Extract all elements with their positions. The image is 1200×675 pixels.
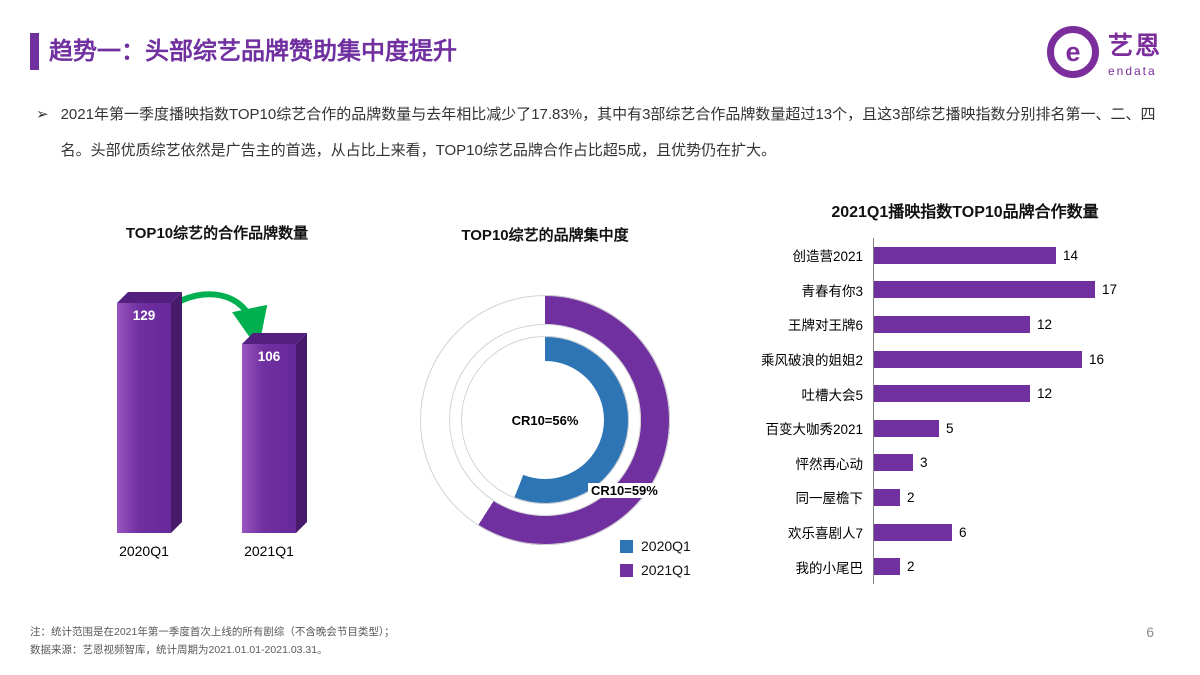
- donut-hole: CR10=56%: [486, 361, 604, 479]
- hbar-value-label: 5: [946, 420, 954, 436]
- cr10-2021q1-label: CR10=59%: [588, 483, 661, 498]
- hbar-row-3: 王牌对王牌6 12: [755, 307, 1175, 342]
- bullet-arrow-icon: ➢: [36, 106, 49, 123]
- hbar-category-label: 我的小尾巴: [795, 560, 864, 576]
- hbar-track: 12: [873, 376, 1175, 411]
- hbar-category-label: 青春有你3: [801, 283, 863, 299]
- hbar-bar: [874, 558, 900, 576]
- hbar-value-label: 12: [1037, 316, 1053, 332]
- hbar-value-label: 2: [907, 489, 915, 505]
- hbar-category-label: 百变大咖秀2021: [765, 422, 863, 438]
- legend-label-2021q1: 2021Q1: [641, 562, 691, 578]
- footnotes: 注：统计范围是在2021年第一季度首次上线的所有剧综（不含晚会节目类型）； 数据…: [30, 624, 395, 660]
- bar-chart-cooperation-count: TOP10综艺的合作品牌数量 129 2020Q1 106 2021Q1: [42, 222, 392, 592]
- vbar-category-label: 2020Q1: [119, 543, 169, 559]
- vbar-2021Q1: 106: [242, 333, 307, 533]
- hbar-track: 2: [873, 549, 1175, 584]
- hbar-category-label: 同一屋檐下: [795, 491, 864, 507]
- donut-outline-mid: [449, 324, 641, 516]
- hbar-row-7: 怦然再心动 3: [755, 445, 1175, 481]
- page-title: 趋势一：头部综艺品牌赞助集中度提升: [49, 38, 457, 65]
- legend-item-2020q1: 2020Q1: [620, 538, 691, 554]
- summary-bullet: ➢ 2021年第一季度播映指数TOP10综艺合作的品牌数量与去年相比减少了17.…: [36, 97, 1158, 169]
- hbar-track: 16: [873, 341, 1175, 377]
- logo-brand-text: 艺恩: [1107, 32, 1162, 60]
- hbar-bar: [874, 350, 1082, 368]
- hbar-value-label: 2: [907, 559, 915, 575]
- hbar-row-10: 我的小尾巴 2: [755, 549, 1175, 584]
- hbar-track: 12: [873, 307, 1175, 342]
- hbar-bar: [874, 385, 1030, 403]
- legend-swatch-2021q1: [620, 563, 633, 577]
- hbar-track: 17: [873, 272, 1175, 308]
- hbar-row-8: 同一屋檐下 2: [755, 480, 1175, 515]
- donut-chart-concentration: TOP10综艺的品牌集中度 CR10=56% CR10=59% 2020Q1 2…: [408, 224, 691, 614]
- hbar-category-label: 欢乐喜剧人7: [787, 526, 863, 542]
- donut-outline-outer: [420, 295, 670, 545]
- cr10-2020q1-label: CR10=56%: [511, 412, 579, 428]
- hbar-category-label: 创造营2021: [792, 249, 863, 265]
- hbar-bar: [874, 419, 939, 437]
- donut: CR10=56% CR10=59%: [420, 295, 670, 545]
- hbar-category-label: 王牌对王牌6: [787, 318, 863, 334]
- chart2-title: TOP10综艺的品牌集中度: [461, 227, 629, 244]
- legend-item-2021q1: 2021Q1: [620, 562, 691, 578]
- hbar-chart-top10: 2021Q1播映指数TOP10品牌合作数量 创造营2021 14 青春有你3 17 王牌…: [755, 198, 1175, 598]
- hbar-row-6: 百变大咖秀2021 5: [755, 410, 1175, 446]
- title-accent-bar: [30, 33, 39, 70]
- hbar-track: 5: [873, 410, 1175, 446]
- vbar-side-face: [296, 333, 307, 533]
- hbar-category-label: 乘风破浪的姐姐2: [760, 353, 863, 369]
- hbar-bar: [874, 281, 1095, 299]
- legend-label-2020q1: 2020Q1: [641, 538, 691, 554]
- hbar-track: 6: [873, 514, 1175, 550]
- hbar-value-label: 16: [1089, 351, 1105, 367]
- logo-text: 艺恩 endata: [1108, 26, 1162, 78]
- vbar-plot-area: 129 2020Q1 106 2021Q1: [42, 283, 392, 559]
- vbar-value-label: 129: [132, 308, 156, 323]
- hbar-value-label: 14: [1063, 247, 1079, 263]
- hbar-row-4: 乘风破浪的姐姐2 16: [755, 341, 1175, 377]
- hbar-value-label: 12: [1037, 386, 1053, 402]
- hbar-row-2: 青春有你3 17: [755, 272, 1175, 308]
- hbar-category-label: 吐槽大会5: [801, 387, 863, 403]
- hbar-bar: [874, 488, 900, 506]
- page-number: 6: [1146, 624, 1154, 640]
- chart3-title: 2021Q1播映指数TOP10品牌合作数量: [831, 204, 1099, 221]
- vbar-value-label: 106: [257, 349, 281, 364]
- hbar-track: 2: [873, 480, 1175, 515]
- endata-logo: e 艺恩 endata: [1046, 26, 1162, 78]
- hbar-value-label: 3: [920, 455, 928, 471]
- hbar-value-label: 6: [959, 524, 967, 540]
- donut-outline-inner: [461, 336, 629, 504]
- footnote-line-2: 数据来源：艺恩视频智库，统计周期为2021.01.01-2021.03.31。: [30, 643, 328, 656]
- hbar-rows: 创造营2021 14 青春有你3 17 王牌对王牌6 12 乘风破浪的姐姐2 16 吐槽大会5 1…: [755, 238, 1175, 584]
- hbar-row-9: 欢乐喜剧人7 6: [755, 514, 1175, 550]
- hbar-track: 14: [873, 238, 1175, 273]
- hbar-bar: [874, 454, 913, 472]
- donut-legend: 2020Q1 2021Q1: [620, 538, 691, 578]
- hbar-bar: [874, 246, 1056, 264]
- footnote-line-1: 注：统计范围是在2021年第一季度首次上线的所有剧综（不含晚会节目类型）；: [30, 626, 395, 638]
- vbar-2020Q1: 129: [117, 292, 182, 533]
- vbar-side-face: [171, 292, 182, 533]
- vbar-category-label: 2021Q1: [244, 543, 294, 559]
- hbar-bar: [874, 315, 1030, 333]
- bullet-text: 2021年第一季度播映指数TOP10综艺合作的品牌数量与去年相比减少了17.83…: [60, 106, 1156, 159]
- hbar-track: 3: [873, 445, 1175, 481]
- hbar-row-1: 创造营2021 14: [755, 238, 1175, 273]
- endata-logo-icon: e: [1046, 26, 1099, 78]
- hbar-bar: [874, 523, 952, 541]
- hbar-value-label: 17: [1102, 282, 1118, 298]
- legend-swatch-2020q1: [620, 539, 633, 553]
- chart1-title: TOP10综艺的合作品牌数量: [125, 225, 309, 242]
- hbar-row-5: 吐槽大会5 12: [755, 376, 1175, 411]
- hbar-category-label: 怦然再心动: [795, 456, 864, 472]
- logo-mark-letter: e: [1065, 36, 1081, 67]
- logo-sub-text: endata: [1107, 64, 1157, 78]
